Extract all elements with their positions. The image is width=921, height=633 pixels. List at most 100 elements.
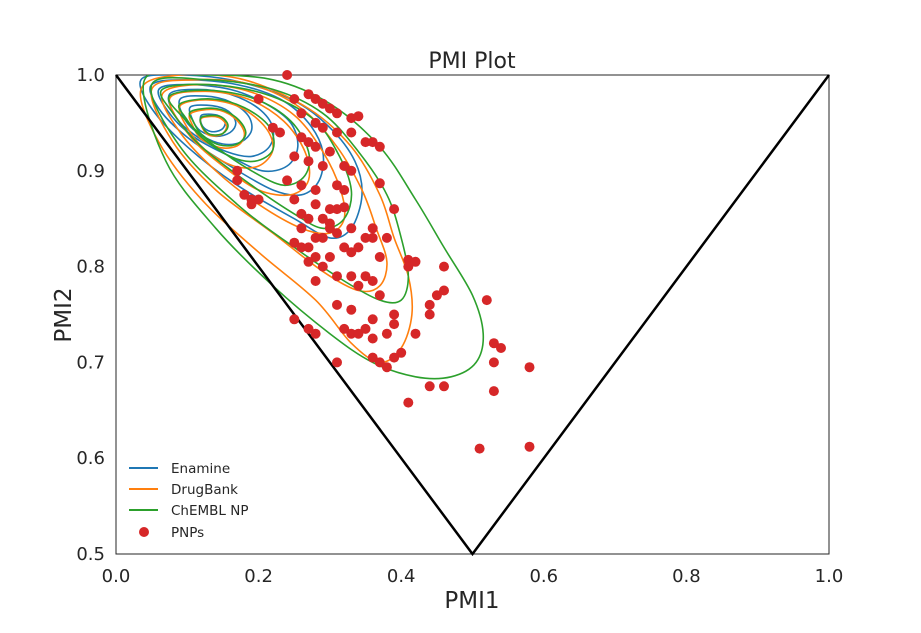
pnp-point xyxy=(374,178,385,189)
pnp-point xyxy=(424,381,435,392)
pnp-point xyxy=(332,299,342,310)
pnp-point xyxy=(339,242,350,253)
pnp-point xyxy=(232,175,243,186)
y-axis-label: PMI2 xyxy=(51,287,77,342)
pnp-point xyxy=(374,290,385,301)
pnp-point xyxy=(303,89,314,100)
pnp-point xyxy=(339,185,350,195)
pnp-point xyxy=(410,328,421,339)
pnp-point xyxy=(332,271,342,282)
pnp-point xyxy=(296,132,307,143)
pnp-point xyxy=(317,213,328,224)
drugbank-contour-3 xyxy=(168,90,311,197)
pnp-point xyxy=(303,323,314,334)
pnp-point xyxy=(310,328,321,339)
pnp-point xyxy=(367,314,378,325)
x-tick-label: 0.2 xyxy=(244,566,273,587)
pnp-point xyxy=(324,103,335,114)
drugbank-contour-0 xyxy=(139,75,414,364)
pnp-point xyxy=(374,141,385,152)
pnp-point xyxy=(332,357,342,368)
drugbank-contour-1 xyxy=(150,78,388,293)
legend-label-drugbank: DrugBank xyxy=(171,482,238,498)
pnp-point xyxy=(496,343,506,353)
y-tick-label: 0.6 xyxy=(76,448,105,469)
chembl-np-contour-6 xyxy=(199,114,229,136)
x-axis-label: PMI1 xyxy=(444,588,499,614)
legend-item-drugbank: DrugBank xyxy=(129,482,238,498)
pmi-triangle xyxy=(114,74,831,557)
pnp-point xyxy=(267,122,278,133)
pnp-point xyxy=(339,323,350,334)
x-tick-label: 1.0 xyxy=(815,566,844,587)
pnp-point xyxy=(389,309,400,320)
x-axis-ticks: 0.0 0.2 0.4 0.6 0.8 1.0 xyxy=(102,566,844,587)
pnp-point xyxy=(367,232,378,243)
pnp-point xyxy=(324,252,335,262)
chembl-np-contour-4 xyxy=(177,98,275,163)
x-tick-label: 0.4 xyxy=(387,566,416,587)
pnp-point xyxy=(439,261,449,272)
pnp-point xyxy=(310,232,321,243)
pnp-point xyxy=(367,352,378,363)
pnp-point xyxy=(389,352,400,363)
y-tick-label: 0.7 xyxy=(76,352,105,373)
pnp-point xyxy=(524,362,535,373)
pnp-point xyxy=(346,165,357,176)
pnp-point xyxy=(317,98,328,109)
pnp-point xyxy=(289,194,300,205)
x-tick-label: 0.6 xyxy=(529,566,558,587)
pnp-point xyxy=(324,223,335,234)
pnp-point xyxy=(353,242,364,253)
pnp-point xyxy=(346,223,357,234)
pnp-point xyxy=(317,161,328,171)
pnp-point xyxy=(239,189,250,200)
enamine-contour-1 xyxy=(149,78,325,197)
y-tick-label: 0.9 xyxy=(76,161,105,182)
pnp-point xyxy=(332,228,342,239)
pnp-point xyxy=(481,295,492,306)
chart-title: PMI Plot xyxy=(428,49,516,74)
pnp-point xyxy=(296,180,307,191)
pnp-point xyxy=(246,199,257,210)
pnp-point xyxy=(310,276,321,286)
legend-item-enamine: Enamine xyxy=(129,461,230,477)
pnp-point xyxy=(367,137,378,148)
pnp-point xyxy=(303,137,314,148)
pnp-point xyxy=(374,252,385,262)
y-tick-label: 1.0 xyxy=(76,65,105,86)
pnp-point xyxy=(253,194,264,205)
pnp-point xyxy=(360,271,371,282)
pnp-point xyxy=(403,397,414,408)
legend-swatch-pnps xyxy=(139,527,149,537)
pnp-point xyxy=(296,223,307,234)
pnp-point xyxy=(303,156,314,167)
pnp-point xyxy=(282,70,293,80)
pnp-point xyxy=(317,232,328,243)
pnp-point xyxy=(317,122,328,133)
pnp-point xyxy=(303,242,314,253)
pnp-point xyxy=(488,357,499,368)
pnp-point xyxy=(353,328,364,339)
pnp-point xyxy=(410,256,421,267)
pnp-point xyxy=(353,280,364,291)
drugbank-contour-4 xyxy=(178,99,274,169)
pnp-point xyxy=(289,237,300,248)
pnp-point xyxy=(282,175,293,186)
pnp-point xyxy=(353,111,364,122)
pnp-point xyxy=(232,165,243,176)
pnp-point xyxy=(317,261,328,272)
pnp-point xyxy=(296,242,307,253)
legend-label-pnps: PNPs xyxy=(171,525,204,541)
pnp-point xyxy=(367,333,378,344)
pnp-point xyxy=(367,276,378,286)
pnp-point xyxy=(367,223,378,234)
pnp-point xyxy=(381,232,392,243)
pnp-point xyxy=(439,285,449,296)
pnp-point xyxy=(275,127,285,138)
plot-area xyxy=(114,70,831,557)
pnp-point xyxy=(389,319,400,330)
pnp-point xyxy=(389,204,400,215)
pnp-point xyxy=(303,256,314,267)
